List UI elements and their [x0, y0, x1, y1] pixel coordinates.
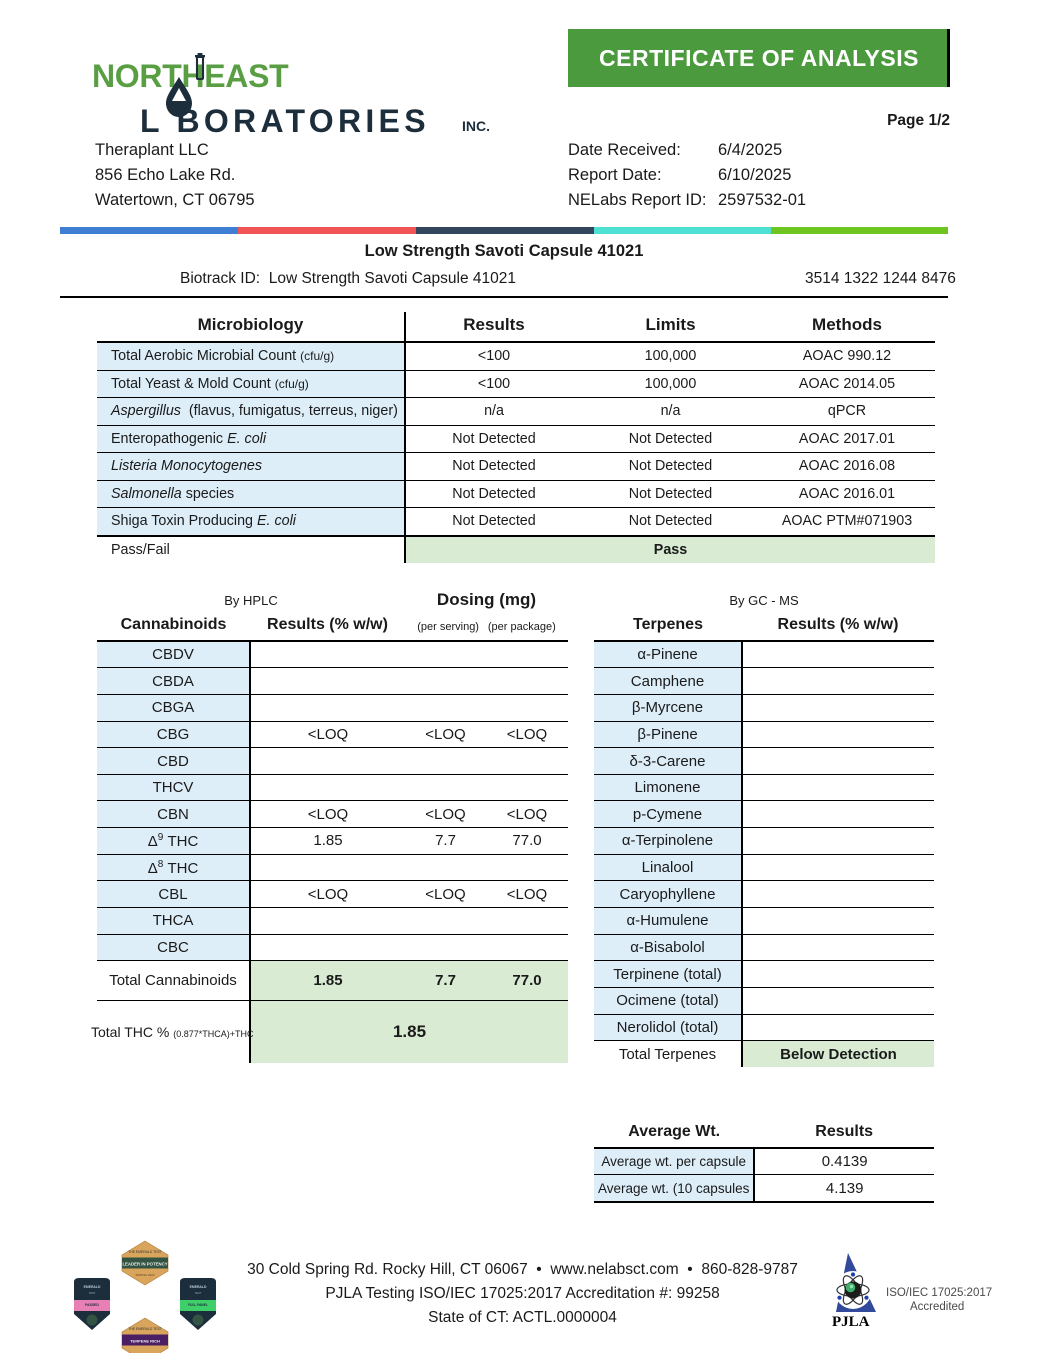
- svg-text:TERPENE RICH: TERPENE RICH: [130, 1338, 160, 1343]
- svg-text:TEST: TEST: [89, 1291, 96, 1295]
- svg-text:TEST: TEST: [195, 1291, 202, 1295]
- svg-text:EMERALD: EMERALD: [84, 1285, 101, 1289]
- svg-text:FULL PANEL: FULL PANEL: [188, 1303, 208, 1307]
- svg-text:NORTHEAST: NORTHEAST: [92, 58, 289, 94]
- svg-text:THE EMERALD TEST: THE EMERALD TEST: [128, 1327, 162, 1331]
- svg-text:ISO/IEC 17025:2017: ISO/IEC 17025:2017: [886, 1287, 992, 1299]
- svg-text:PJLA: PJLA: [832, 1314, 870, 1330]
- svg-text:THE EMERALD TEST: THE EMERALD TEST: [128, 1250, 162, 1254]
- svg-text:SPRING 2024: SPRING 2024: [135, 1273, 154, 1277]
- svg-text:INC.: INC.: [462, 118, 490, 134]
- svg-text:Accredited: Accredited: [910, 1301, 964, 1313]
- svg-text:PASSED: PASSED: [85, 1303, 99, 1307]
- svg-text:EMERALD: EMERALD: [190, 1285, 207, 1289]
- svg-text:LEADER IN POTENCY: LEADER IN POTENCY: [122, 1261, 167, 1266]
